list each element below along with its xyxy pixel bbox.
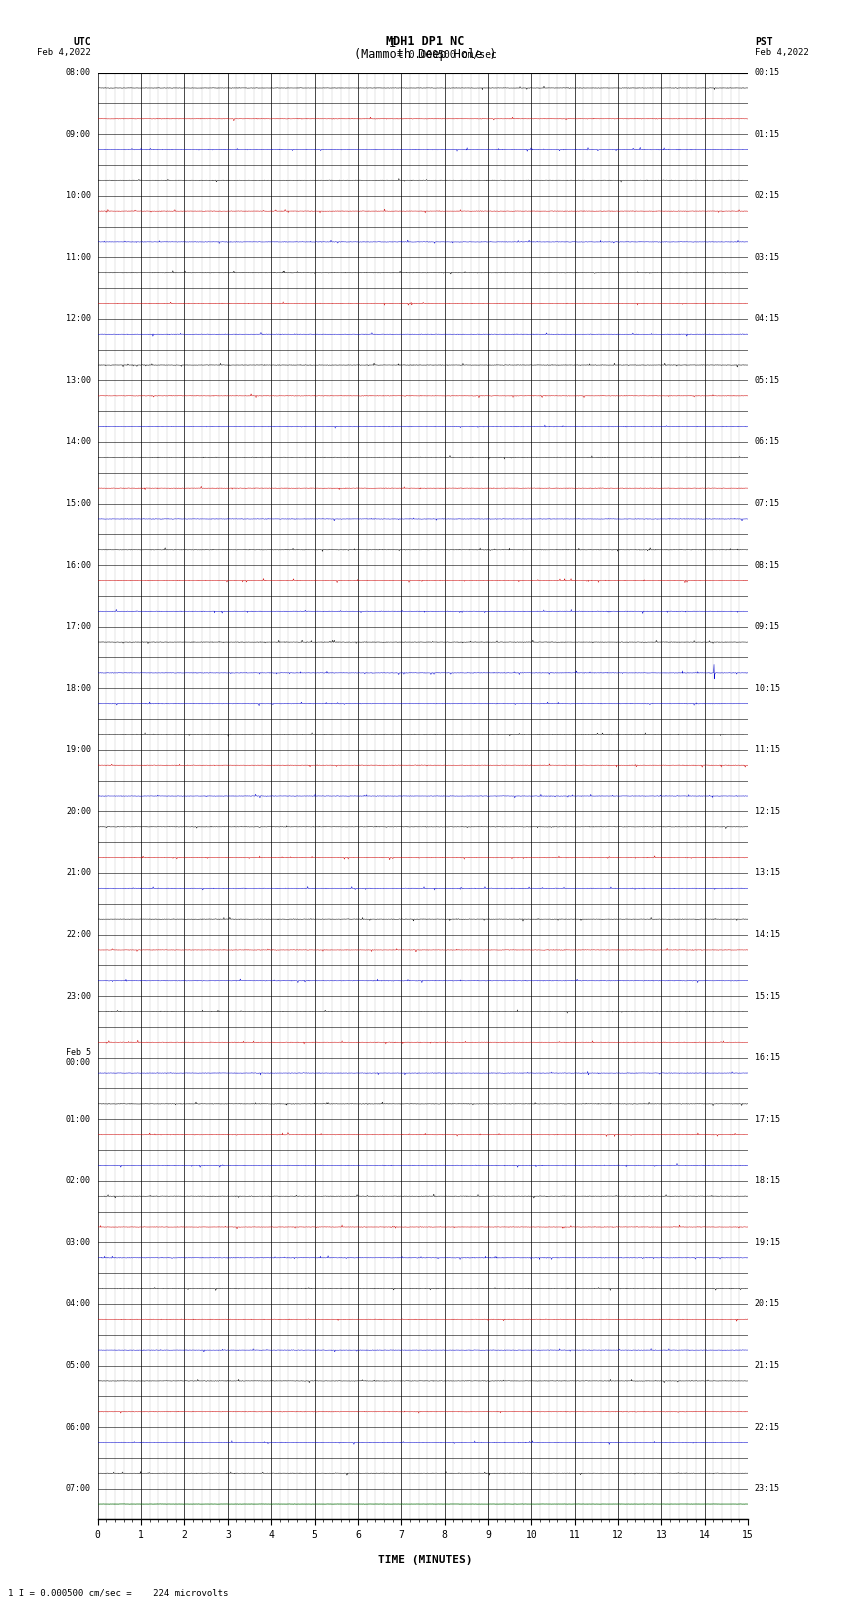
Text: Feb 4,2022: Feb 4,2022 [755, 48, 808, 58]
Text: 17:00: 17:00 [66, 623, 91, 631]
Text: Feb 5
00:00: Feb 5 00:00 [66, 1048, 91, 1068]
Text: 09:00: 09:00 [66, 129, 91, 139]
Text: 20:15: 20:15 [755, 1300, 779, 1308]
Text: 06:00: 06:00 [66, 1423, 91, 1432]
Text: MDH1 DP1 NC: MDH1 DP1 NC [386, 35, 464, 48]
Text: 12:15: 12:15 [755, 806, 779, 816]
Text: 19:15: 19:15 [755, 1237, 779, 1247]
Text: 20:00: 20:00 [66, 806, 91, 816]
Text: 08:00: 08:00 [66, 68, 91, 77]
Text: 11:15: 11:15 [755, 745, 779, 755]
Text: 04:00: 04:00 [66, 1300, 91, 1308]
Text: 22:00: 22:00 [66, 931, 91, 939]
Text: 16:15: 16:15 [755, 1053, 779, 1063]
Text: PST: PST [755, 37, 773, 47]
Text: 04:15: 04:15 [755, 315, 779, 323]
Text: 05:00: 05:00 [66, 1361, 91, 1369]
Text: 14:15: 14:15 [755, 931, 779, 939]
Text: 00:15: 00:15 [755, 68, 779, 77]
Text: 12:00: 12:00 [66, 315, 91, 323]
Text: I: I [389, 37, 396, 50]
Text: 23:00: 23:00 [66, 992, 91, 1000]
Text: 13:15: 13:15 [755, 868, 779, 877]
Text: 14:00: 14:00 [66, 437, 91, 447]
Text: 18:00: 18:00 [66, 684, 91, 692]
Text: 11:00: 11:00 [66, 253, 91, 261]
Text: TIME (MINUTES): TIME (MINUTES) [377, 1555, 473, 1565]
Text: (Mammoth Deep Hole ): (Mammoth Deep Hole ) [354, 48, 496, 61]
Text: 1 I = 0.000500 cm/sec =    224 microvolts: 1 I = 0.000500 cm/sec = 224 microvolts [8, 1589, 229, 1598]
Text: 07:15: 07:15 [755, 498, 779, 508]
Text: 10:00: 10:00 [66, 192, 91, 200]
Text: UTC: UTC [73, 37, 91, 47]
Text: 18:15: 18:15 [755, 1176, 779, 1186]
Text: 07:00: 07:00 [66, 1484, 91, 1494]
Text: 01:00: 01:00 [66, 1115, 91, 1124]
Text: 15:15: 15:15 [755, 992, 779, 1000]
Text: 21:00: 21:00 [66, 868, 91, 877]
Text: 03:15: 03:15 [755, 253, 779, 261]
Text: 15:00: 15:00 [66, 498, 91, 508]
Text: 06:15: 06:15 [755, 437, 779, 447]
Text: 21:15: 21:15 [755, 1361, 779, 1369]
Text: 17:15: 17:15 [755, 1115, 779, 1124]
Text: 01:15: 01:15 [755, 129, 779, 139]
Text: 22:15: 22:15 [755, 1423, 779, 1432]
Text: Feb 4,2022: Feb 4,2022 [37, 48, 91, 58]
Text: 23:15: 23:15 [755, 1484, 779, 1494]
Text: 08:15: 08:15 [755, 561, 779, 569]
Text: 10:15: 10:15 [755, 684, 779, 692]
Text: 02:15: 02:15 [755, 192, 779, 200]
Text: 02:00: 02:00 [66, 1176, 91, 1186]
Text: 16:00: 16:00 [66, 561, 91, 569]
Text: 09:15: 09:15 [755, 623, 779, 631]
Text: 03:00: 03:00 [66, 1237, 91, 1247]
Text: 19:00: 19:00 [66, 745, 91, 755]
Text: 13:00: 13:00 [66, 376, 91, 386]
Text: 05:15: 05:15 [755, 376, 779, 386]
Text: = 0.000500 cm/sec: = 0.000500 cm/sec [397, 50, 496, 60]
